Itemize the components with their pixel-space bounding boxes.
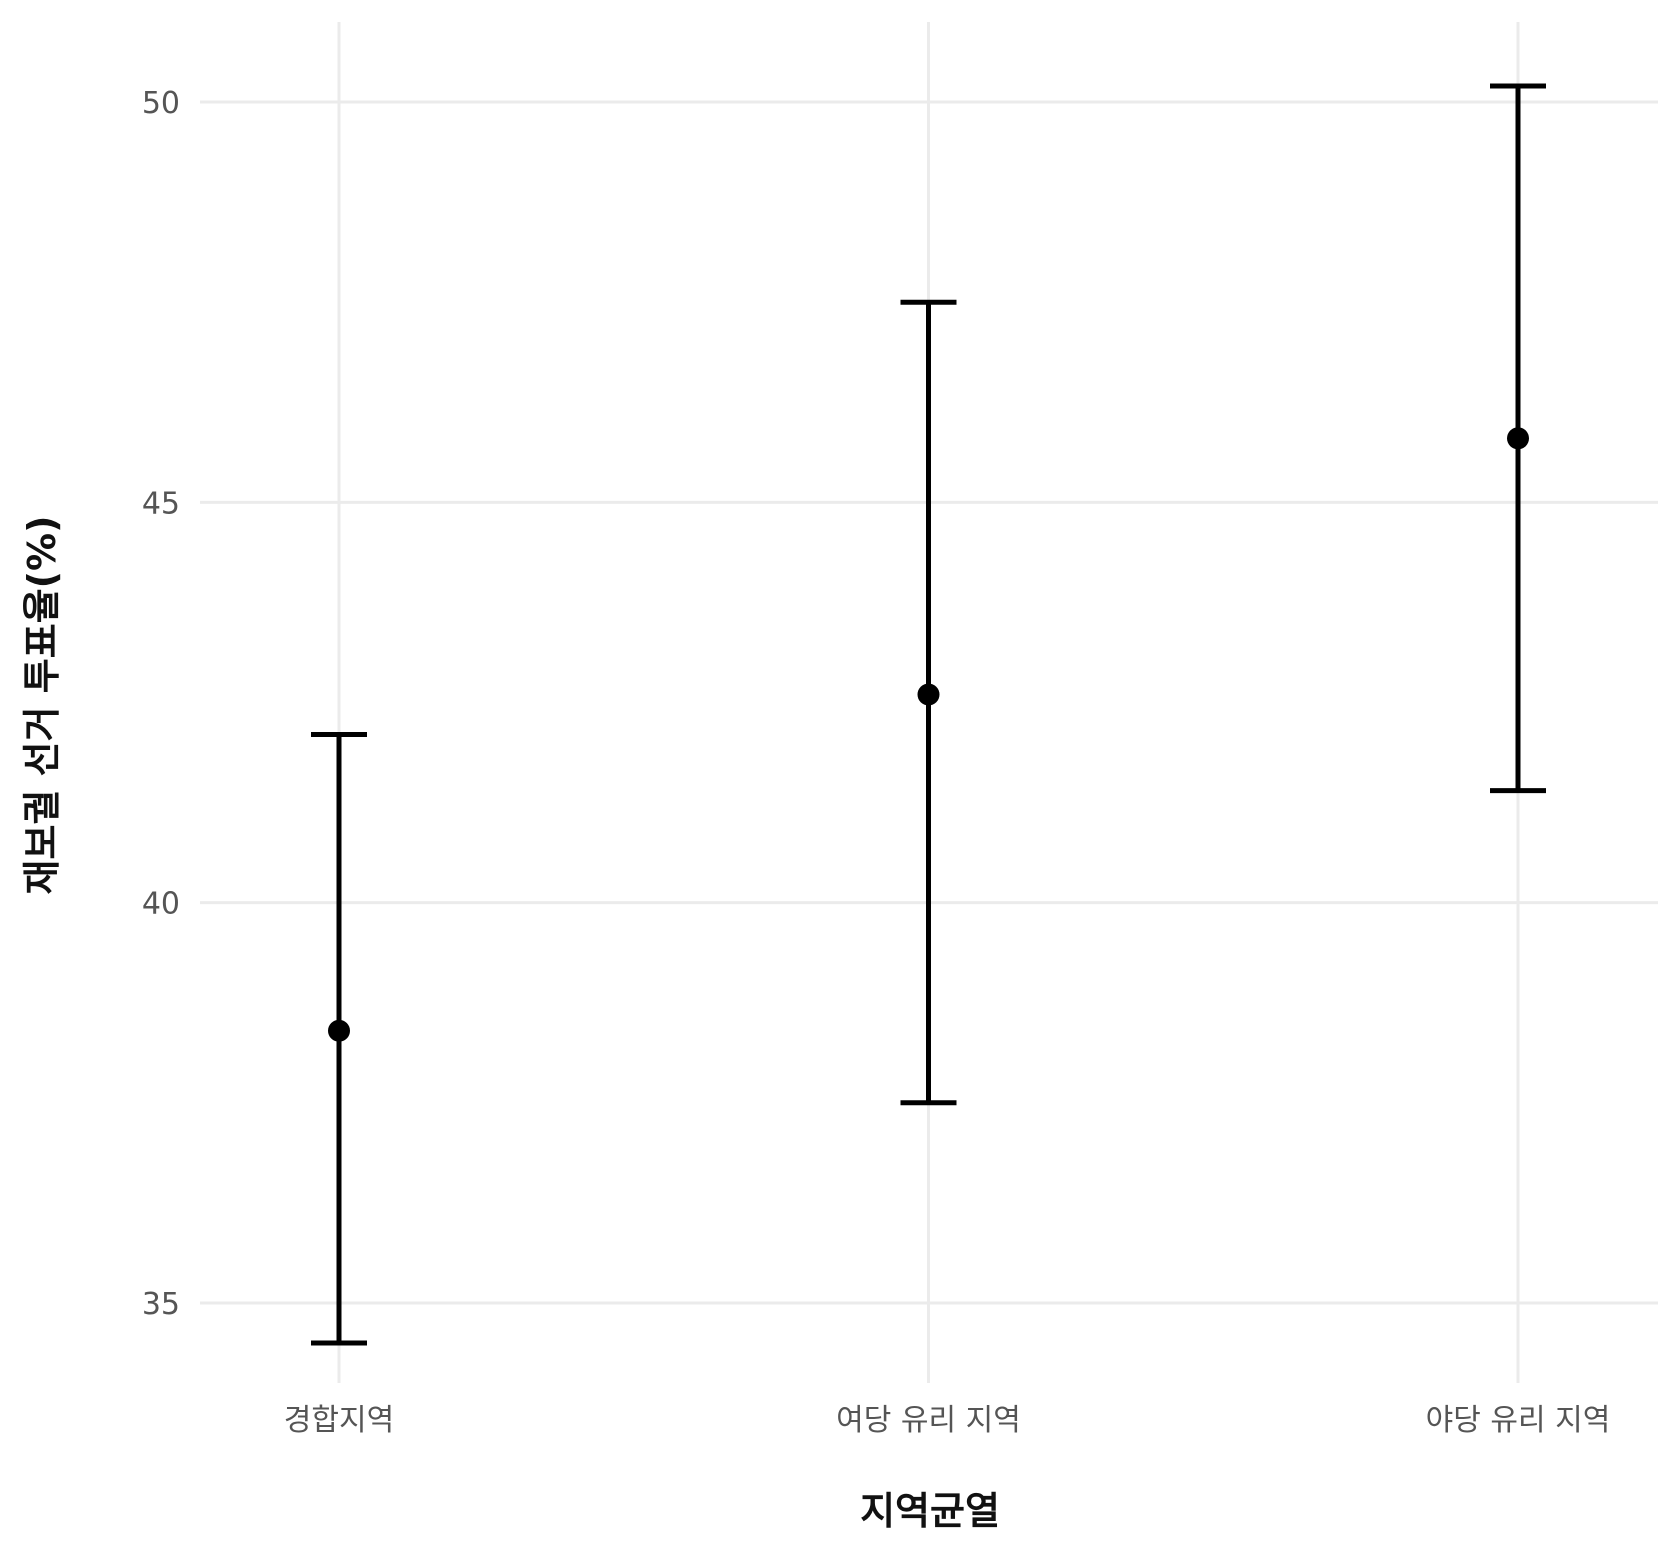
data-point	[1507, 427, 1529, 450]
errorbar-group	[311, 732, 367, 1346]
x-tick-labels: 경합지역 여당 유리 지역 야당 유리 지역	[284, 1403, 1611, 1438]
x-tick-label: 경합지역	[284, 1403, 394, 1438]
y-tick-labels: 35 40 45 50	[142, 86, 180, 1322]
x-tick-label: 야당 유리 지역	[1426, 1403, 1611, 1438]
y-axis-title: 재보궐 선거 투표율(%)	[20, 516, 64, 895]
y-tick-label: 35	[142, 1287, 180, 1322]
y-tick-label: 40	[142, 887, 180, 922]
data-point	[917, 683, 940, 706]
y-tick-label: 45	[142, 486, 180, 521]
x-tick-label: 여당 유리 지역	[836, 1403, 1021, 1438]
errorbar-group	[1490, 83, 1546, 794]
y-tick-label: 50	[142, 86, 180, 121]
data-marks	[311, 83, 1546, 1346]
x-axis-title: 지역균열	[860, 1489, 1000, 1533]
data-point	[328, 1019, 350, 1042]
errorbar-group	[900, 299, 957, 1106]
